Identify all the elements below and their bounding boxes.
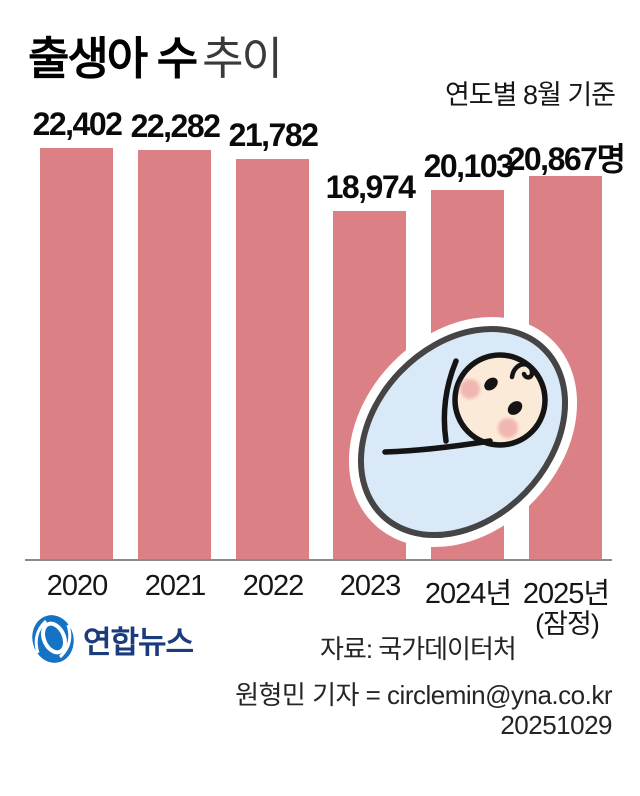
x-axis-note: (잠정) [535, 609, 600, 639]
baby-cheek-left [460, 379, 480, 399]
x-axis-label: 2025년 [522, 578, 610, 610]
bar [138, 150, 211, 559]
baby-face [452, 352, 548, 448]
baby-cheek-right [498, 418, 518, 438]
bar-value-label: 20,867명 [507, 141, 626, 177]
reporter-credit: 원형민 기자 = circlemin@yna.co.kr [235, 680, 612, 710]
data-source: 자료: 국가데이터처 [320, 634, 517, 664]
bar [236, 159, 309, 559]
yonhap-logo: 연합뉴스 [30, 612, 194, 666]
bar-value-label: 21,782 [228, 117, 319, 153]
x-axis-label: 2024년 [424, 578, 512, 610]
title-strong: 출생아 수 [28, 33, 198, 84]
baby-eye-right [507, 401, 523, 415]
bar-value-label: 18,974 [325, 169, 416, 205]
byline: 원형민 기자 = circlemin@yna.co.kr 20251029 [235, 680, 612, 740]
x-axis-label: 2020 [46, 570, 109, 602]
swaddled-baby-illustration [348, 316, 578, 548]
x-axis-label: 2021 [144, 570, 207, 602]
baby-eye-left [484, 377, 498, 391]
title-light: 추이 [202, 33, 283, 84]
bar [40, 148, 113, 559]
x-axis-label: 2023 [339, 570, 402, 602]
bar-value-label: 20,103 [423, 148, 514, 184]
baby-hood-line [441, 358, 459, 444]
x-axis-line [25, 559, 612, 561]
bar-value-label: 22,282 [130, 108, 221, 144]
yonhap-logo-icon [32, 615, 74, 663]
x-axis-label: 2022 [242, 570, 305, 602]
bar-chart: 22,402 2020 22,282 2021 21,782 2022 18,974 2023… [25, 106, 626, 639]
publish-date: 20251029 [500, 710, 612, 740]
baby-blanket-fold [382, 438, 493, 455]
yonhap-logo-text: 연합뉴스 [83, 624, 194, 660]
page-title: 출생아 수 추이 [28, 22, 283, 87]
baby-hair-curl-icon [509, 362, 535, 380]
bar-value-label: 22,402 [32, 106, 123, 142]
chart-subtitle: 연도별 8월 기준 [444, 80, 616, 110]
